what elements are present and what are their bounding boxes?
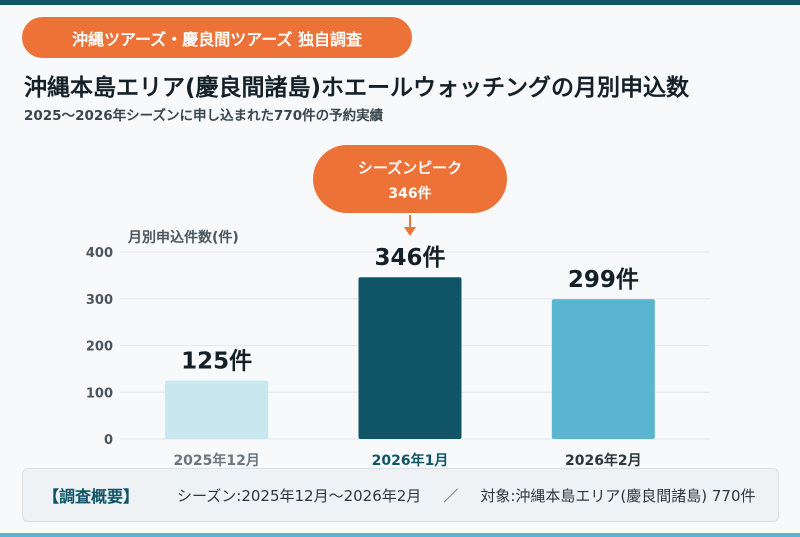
x-tick-label: 2026年1月 [372,452,449,469]
x-tick-label: 2026年2月 [565,452,642,469]
peak-callout [313,145,507,213]
bottom-accent-bar [0,533,800,537]
y-tick-label: 400 [86,246,113,261]
y-axis-label: 月別申込件数(件) [127,229,239,246]
summary-label: 【調査概要】 [43,487,140,506]
peak-callout-value: 346件 [388,185,431,202]
summary-separator: ／ [443,486,459,505]
summary-season: シーズン:2025年12月〜2026年2月 [177,486,422,505]
page-title: 沖縄本島エリア(慶良間諸島)ホエールウォッチングの月別申込数 [24,75,690,101]
y-tick-label: 0 [104,433,113,448]
bar [551,299,655,439]
y-tick-label: 200 [86,340,113,355]
page-subtitle: 2025〜2026年シーズンに申し込まれた770件の予約実績 [24,108,384,124]
y-tick-label: 300 [86,293,113,308]
bar-chart: 月別申込件数(件) 0 100 200 300 400 125件 2025年12月 346件 20… [86,145,710,469]
bar [165,380,269,439]
x-tick-label: 2025年12月 [173,452,259,469]
top-accent-bar [0,0,800,5]
summary-target: 対象:沖縄本島エリア(慶良間諸島) 770件 [480,486,756,505]
bar-value-label: 346件 [374,245,445,271]
peak-callout-arrow-head [404,227,416,236]
survey-badge: 沖縄ツアーズ・慶良間ツアーズ 独自調査 [22,17,412,58]
peak-callout-title: シーズンピーク [358,159,462,177]
survey-summary: 【調査概要】 シーズン:2025年12月〜2026年2月 ／ 対象:沖縄本島エリ… [22,468,779,522]
bar-value-label: 125件 [181,349,252,375]
bar-value-label: 299件 [568,267,639,293]
bar [358,277,462,439]
y-tick-label: 100 [86,386,113,401]
